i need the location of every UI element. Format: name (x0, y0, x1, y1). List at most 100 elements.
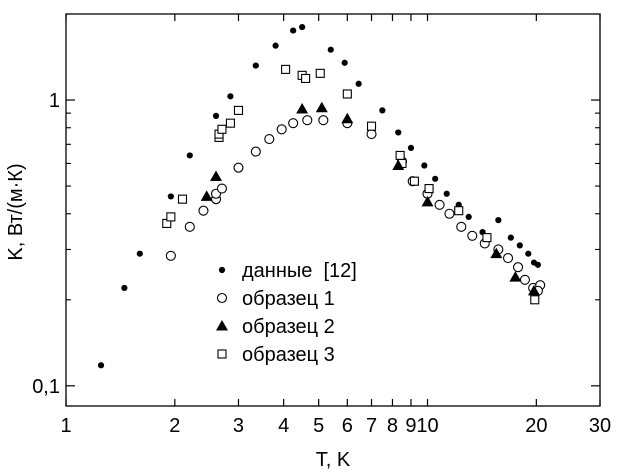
y-axis-title: K, Вт/(м·К) (5, 163, 27, 260)
data-point-open-square (395, 150, 405, 160)
y-tick-label: 1 (49, 90, 60, 112)
legend-label: образец 2 (242, 316, 335, 338)
y-tick-label: 0,1 (32, 376, 60, 398)
data-point-open-circle (216, 183, 227, 194)
legend-marker-open-circle (216, 292, 228, 304)
data-point-filled-triangle (296, 103, 309, 114)
data-point-open-circle (519, 274, 530, 285)
x-tick-label: 1 (60, 415, 71, 437)
legend-label: образец 1 (242, 288, 335, 310)
data-point-dot (121, 284, 128, 292)
x-axis-ticks: 1 2 3 4 5 6 7 8 9 10 20 30 (60, 14, 611, 437)
x-tick-label: 4 (278, 415, 289, 437)
data-point-dot (465, 213, 472, 221)
x-tick-label: 30 (589, 415, 611, 437)
data-point-filled-triangle (315, 101, 328, 113)
legend-marker-filled-triangle (216, 320, 228, 331)
data-point-open-circle (288, 118, 299, 129)
data-point-open-circle (302, 115, 313, 126)
data-point-open-circle (233, 162, 244, 173)
data-point-dot (299, 23, 306, 31)
data-point-open-circle (366, 129, 377, 140)
data-point-open-circle (184, 221, 195, 232)
data-point-open-square (424, 184, 434, 194)
legend: данные [12] образец 1 образец 2 образец 3 (216, 260, 357, 366)
data-point-filled-triangle (527, 284, 540, 296)
data-point-filled-triangle (200, 190, 213, 201)
data-point-open-square (342, 89, 352, 99)
data-point-filled-triangle (421, 195, 434, 207)
data-point-dot (534, 261, 542, 268)
legend-label: данные [12] (242, 260, 357, 282)
data-point-dot (341, 59, 348, 66)
data-marks (97, 23, 546, 369)
data-point-filled-triangle (392, 159, 405, 171)
data-point-open-circle (264, 134, 275, 145)
data-point-dot (290, 27, 297, 34)
data-point-dot (97, 362, 105, 369)
data-point-open-square (217, 124, 227, 134)
data-point-open-square (301, 73, 311, 83)
legend-marker-dot (218, 266, 226, 274)
data-point-open-circle (250, 146, 261, 157)
data-point-open-square (233, 105, 244, 115)
data-point-dot (516, 242, 523, 249)
data-point-open-square (454, 206, 464, 216)
legend-marker-open-square (217, 349, 227, 359)
data-point-dot (395, 129, 402, 136)
data-point-dot (252, 62, 259, 69)
data-point-dot (443, 190, 450, 197)
data-point-open-square (281, 64, 291, 74)
x-tick-label: 2 (169, 415, 180, 437)
data-point-dot (525, 250, 532, 257)
data-point-open-square (482, 233, 492, 243)
data-point-open-circle (502, 252, 514, 264)
data-point-open-circle (467, 230, 478, 241)
x-tick-label: 9 (405, 415, 416, 437)
data-point-dot (432, 175, 439, 182)
data-point-dot (167, 193, 174, 200)
data-point-open-circle (456, 221, 467, 232)
x-axis-title: T, K (316, 449, 351, 471)
data-point-dot (136, 250, 143, 257)
data-point-open-circle (434, 199, 445, 210)
plot-frame (65, 13, 601, 407)
data-point-open-circle (276, 124, 287, 135)
data-point-dot (407, 144, 415, 152)
x-tick-label: 3 (233, 415, 244, 437)
x-tick-label: 7 (366, 415, 377, 437)
data-point-dot (327, 46, 334, 53)
data-point-open-square (409, 176, 419, 186)
data-point-open-circle (198, 205, 209, 216)
x-tick-label: 10 (416, 415, 438, 437)
x-tick-label: 6 (342, 415, 353, 437)
x-tick-label: 5 (313, 415, 324, 437)
legend-label: образец 3 (242, 344, 335, 366)
x-tick-label: 8 (387, 415, 398, 437)
data-point-open-circle (165, 250, 176, 261)
data-point-open-circle (512, 262, 524, 273)
data-point-filled-triangle (210, 170, 223, 182)
data-point-dot (227, 93, 234, 100)
data-point-dot (186, 152, 193, 159)
data-point-open-square (166, 212, 176, 222)
data-point-open-square (225, 118, 235, 128)
data-point-dot (379, 107, 386, 114)
x-tick-label: 20 (525, 415, 547, 437)
data-point-dot (212, 112, 220, 119)
data-point-open-square (315, 68, 325, 78)
data-point-dot (495, 217, 502, 224)
data-point-filled-triangle (490, 247, 503, 259)
data-point-open-square (530, 295, 540, 305)
data-point-open-square (177, 194, 188, 204)
data-point-open-circle (444, 208, 455, 219)
data-point-open-circle (318, 115, 329, 126)
data-point-dot (272, 42, 279, 49)
data-point-open-square (366, 121, 377, 131)
data-point-dot (355, 80, 362, 87)
data-point-filled-triangle (509, 271, 522, 282)
data-point-dot (421, 162, 428, 169)
y-axis-ticks: 0,11 (32, 90, 600, 398)
data-point-filled-triangle (341, 112, 354, 124)
